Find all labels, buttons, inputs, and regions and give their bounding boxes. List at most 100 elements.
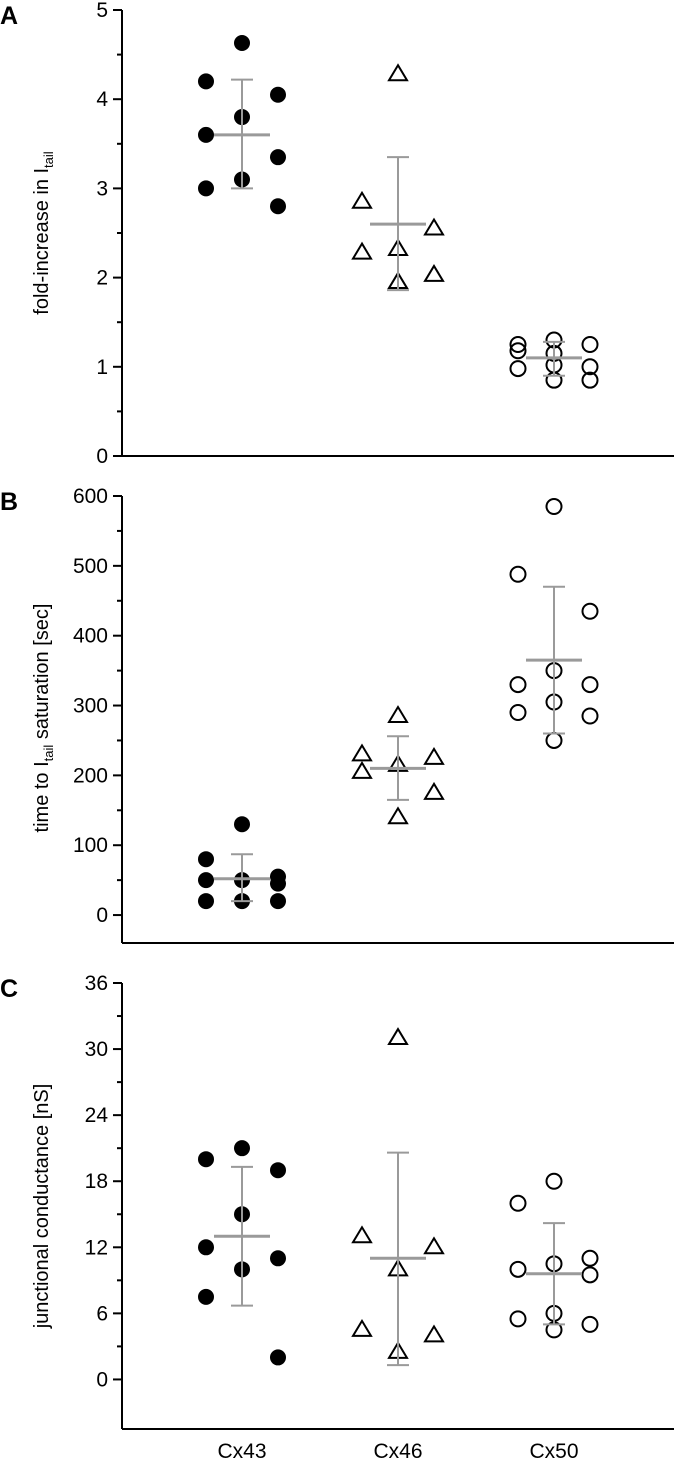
data-point: [509, 336, 527, 353]
data-point: [198, 872, 214, 889]
y-tick-label: 4: [96, 88, 108, 111]
data-point: [423, 781, 445, 800]
data-point: [509, 342, 527, 360]
data-point: [270, 1349, 286, 1366]
y-tick-label: 1: [96, 356, 108, 379]
data-point: [423, 746, 445, 765]
series-cx43: [198, 35, 286, 215]
data-point: [198, 1288, 214, 1305]
data-point: [581, 1315, 599, 1333]
y-tick-label: 3: [96, 177, 108, 200]
data-point: [198, 73, 214, 90]
y-tick-label: 0: [96, 445, 108, 468]
data-point: [351, 1225, 373, 1244]
data-point: [509, 676, 527, 694]
y-tick-label: 12: [85, 1236, 108, 1259]
data-point: [509, 565, 527, 583]
series-cx50: [509, 1172, 599, 1339]
data-point: [270, 86, 286, 103]
data-point: [581, 1249, 599, 1267]
series-cx46: [351, 1027, 445, 1367]
y-axis-title: fold-increase in Itail: [31, 151, 56, 314]
series-cx50: [509, 497, 599, 749]
y-tick-label: 24: [85, 1104, 109, 1127]
y-tick-label: 0: [96, 904, 108, 927]
panel-letter: B: [0, 488, 18, 516]
data-point: [423, 1236, 445, 1255]
data-point: [198, 180, 214, 197]
data-point: [581, 676, 599, 694]
data-point: [387, 63, 409, 82]
y-tick-label: 6: [96, 1302, 108, 1325]
data-point: [351, 1318, 373, 1337]
data-point: [351, 241, 373, 260]
series-cx46: [351, 63, 445, 292]
category-label: Cx50: [529, 1440, 578, 1463]
data-point: [581, 602, 599, 620]
y-tick-label: 500: [73, 555, 108, 578]
data-point: [234, 35, 250, 52]
y-axis-title: time to Itail saturation [sec]: [31, 604, 56, 833]
y-tick-label: 0: [96, 1368, 108, 1391]
data-point: [509, 1310, 527, 1328]
panel-b: B 0 100 200 300 400 500 600 time to Itail satura…: [0, 485, 674, 944]
data-point: [234, 816, 250, 833]
data-point: [198, 851, 214, 868]
data-point: [581, 1266, 599, 1284]
panel-a: A 0 1 2 3 4 5 fold-increase in Itail: [0, 0, 674, 468]
data-point: [387, 806, 409, 825]
data-point: [351, 760, 373, 779]
y-tick-label: 18: [85, 1170, 108, 1193]
series-cx50: [509, 331, 599, 389]
data-point: [270, 1250, 286, 1267]
y-tick-label: 5: [96, 0, 108, 22]
data-point: [509, 1260, 527, 1278]
data-point: [351, 743, 373, 762]
data-point: [351, 190, 373, 209]
data-point: [545, 1172, 563, 1190]
data-point: [270, 893, 286, 910]
y-tick-label: 30: [85, 1038, 108, 1061]
data-point: [423, 263, 445, 282]
category-label: Cx46: [373, 1440, 422, 1463]
series-cx46: [351, 705, 445, 825]
data-point: [270, 1162, 286, 1179]
data-point: [270, 875, 286, 892]
data-point: [198, 126, 214, 143]
y-tick-label: 36: [85, 972, 108, 995]
panel-letter: C: [0, 975, 18, 1003]
data-point: [581, 336, 599, 353]
data-point: [198, 1151, 214, 1168]
data-point: [387, 705, 409, 724]
data-point: [423, 217, 445, 236]
data-point: [198, 1239, 214, 1256]
y-tick-label: 400: [73, 625, 108, 648]
data-point: [387, 1027, 409, 1046]
y-tick-label: 300: [73, 695, 108, 718]
data-point: [545, 497, 563, 515]
data-point: [198, 893, 214, 910]
data-point: [509, 704, 527, 722]
data-point: [509, 1194, 527, 1212]
panel-c: C 0 6 12 18 24 30 36 junctional conductance [nS]: [0, 972, 674, 1430]
y-tick-label: 200: [73, 764, 108, 787]
data-point: [581, 371, 599, 389]
y-axis-title: junctional conductance [nS]: [31, 1084, 53, 1330]
data-point: [545, 731, 563, 749]
data-point: [270, 149, 286, 166]
panel-letter: A: [0, 2, 18, 30]
data-point: [581, 707, 599, 725]
series-cx43: [198, 1140, 286, 1366]
series-cx43: [198, 816, 286, 910]
data-point: [509, 360, 527, 378]
data-point: [423, 1324, 445, 1343]
y-tick-label: 100: [73, 834, 108, 857]
category-label: Cx43: [217, 1440, 266, 1463]
data-point: [581, 358, 599, 376]
data-point: [270, 198, 286, 215]
y-tick-label: 2: [96, 267, 108, 290]
data-point: [234, 1140, 250, 1157]
y-tick-label: 600: [73, 485, 108, 508]
